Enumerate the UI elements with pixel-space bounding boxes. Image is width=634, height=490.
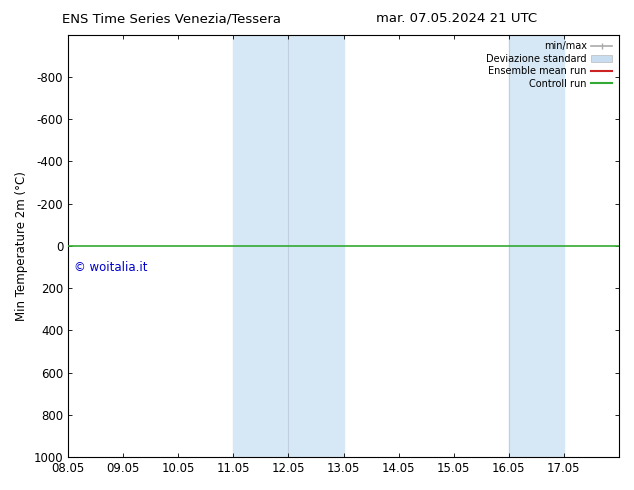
Legend: min/max, Deviazione standard, Ensemble mean run, Controll run: min/max, Deviazione standard, Ensemble m… — [484, 40, 614, 91]
Bar — [233, 35, 344, 457]
Text: ENS Time Series Venezia/Tessera: ENS Time Series Venezia/Tessera — [61, 12, 281, 25]
Bar — [509, 35, 564, 457]
Text: © woitalia.it: © woitalia.it — [74, 261, 147, 273]
Y-axis label: Min Temperature 2m (°C): Min Temperature 2m (°C) — [15, 171, 28, 321]
Text: mar. 07.05.2024 21 UTC: mar. 07.05.2024 21 UTC — [376, 12, 537, 25]
